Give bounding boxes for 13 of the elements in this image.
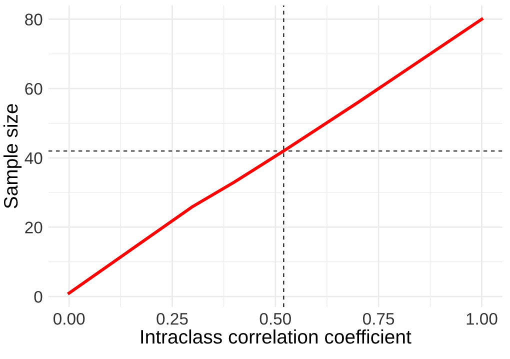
y-tick-label: 40 [24,152,42,164]
y-tick-label: 20 [25,222,42,234]
x-tick-label: 0.00 [54,312,85,325]
x-tick-label: 1.00 [466,312,498,325]
x-tick-label: 0.25 [156,312,188,325]
x-axis-title: Intraclass correlation coefficient [141,329,412,344]
x-tick-label: 0.50 [260,312,291,325]
y-tick-label: 0 [34,290,42,303]
y-tick-label: 60 [25,82,42,95]
line-series [68,18,484,295]
y-axis-title: Sample size [3,104,22,208]
y-tick-label: 80 [25,14,42,26]
x-tick-label: 0.75 [362,312,394,325]
